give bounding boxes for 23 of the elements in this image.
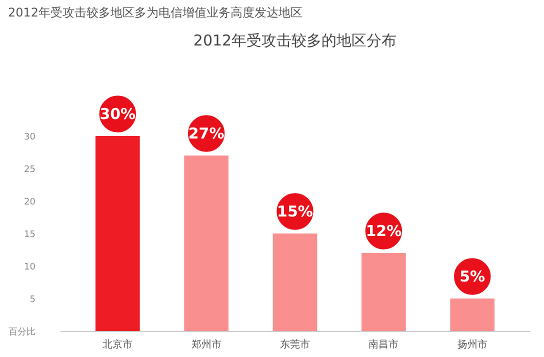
x-tick-label: 扬州市: [457, 338, 488, 350]
data-label: 12%: [366, 222, 402, 240]
bar: [184, 156, 228, 331]
data-label: 30%: [100, 105, 136, 123]
y-tick-label: 5: [30, 295, 36, 305]
bar: [362, 253, 406, 331]
y-tick-label: 15: [24, 230, 36, 240]
chart-subtitle: 2012年受攻击较多地区多为电信增值业务高度发达地区: [8, 6, 303, 20]
y-tick-label: 10: [24, 262, 36, 272]
y-tick-label: 25: [24, 165, 36, 175]
data-label: 5%: [460, 268, 486, 286]
data-label: 27%: [188, 124, 224, 142]
x-tick-label: 南昌市: [368, 338, 399, 350]
y-tick-label: 百分比: [8, 326, 36, 338]
bar: [450, 298, 495, 331]
x-tick-label: 东莞市: [280, 338, 310, 350]
y-tick-label: 30: [24, 132, 36, 142]
x-tick-label: 郑州市: [191, 338, 222, 350]
data-label: 15%: [277, 202, 313, 220]
bar: [272, 234, 318, 331]
x-tick-label: 北京市: [102, 338, 133, 350]
y-tick-label: 20: [24, 198, 36, 208]
chart-title: 2012年受攻击较多的地区分布: [193, 32, 397, 50]
